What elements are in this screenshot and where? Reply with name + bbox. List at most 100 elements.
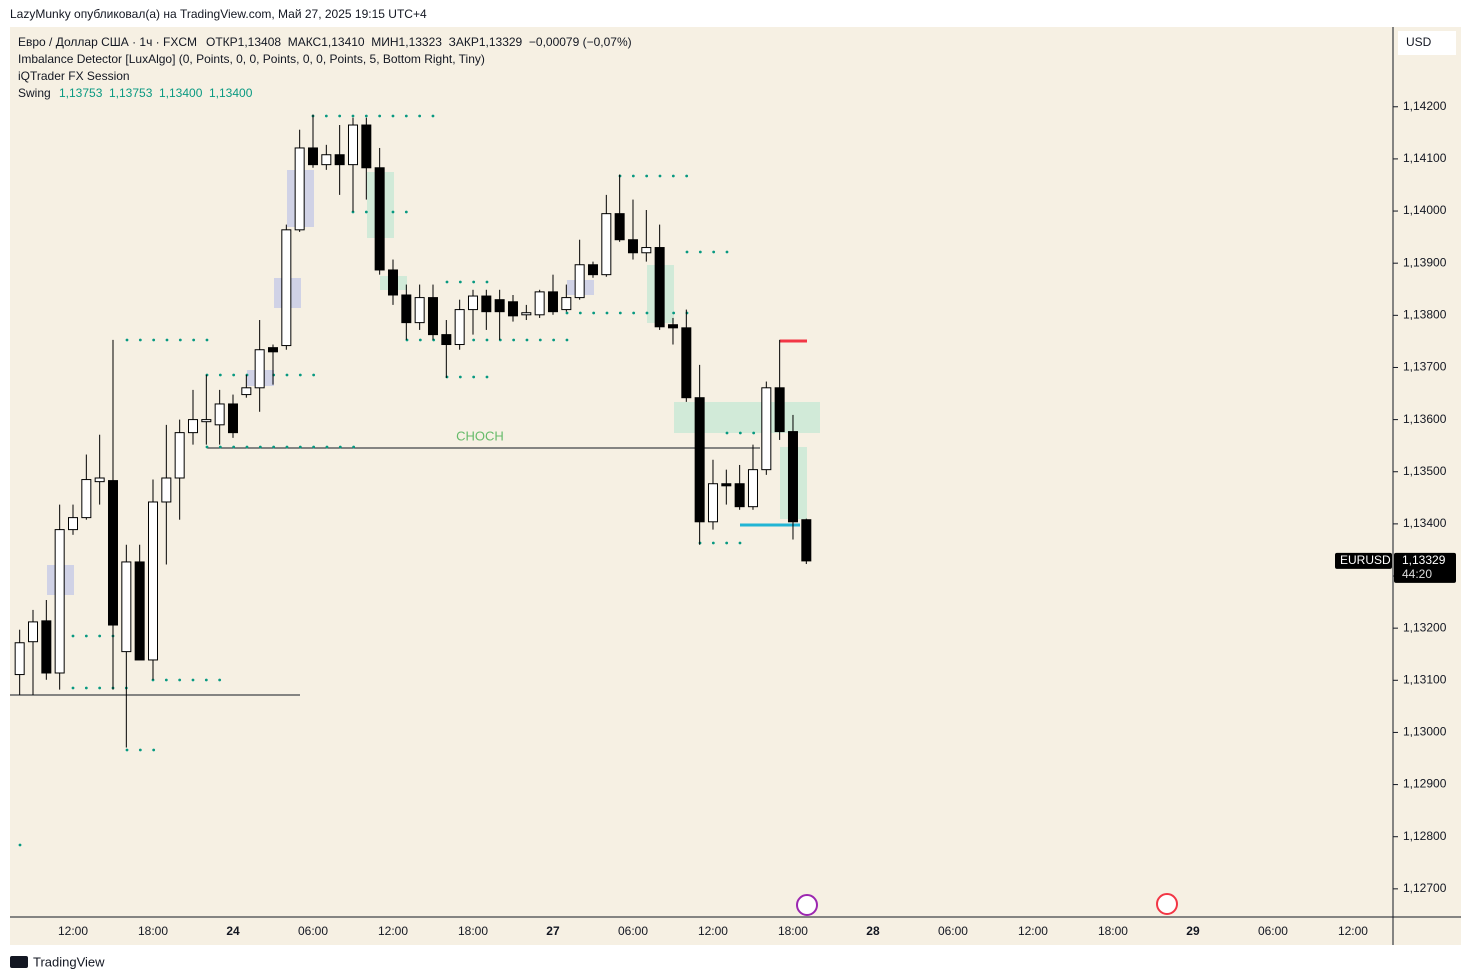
candle-body <box>547 291 558 313</box>
swing-dot <box>671 174 675 178</box>
candle-body <box>534 291 545 316</box>
y-tick-label: 1,13400 <box>1403 516 1447 530</box>
candle-body <box>761 387 772 471</box>
candle-body <box>174 432 185 479</box>
candle-body <box>54 529 65 674</box>
swing-dot <box>538 338 542 342</box>
candle-body <box>747 469 758 508</box>
swing-dot <box>404 210 408 214</box>
swing-dot <box>711 541 715 545</box>
candle-body <box>481 295 492 313</box>
candle-body <box>401 294 412 324</box>
candle-body <box>81 479 92 519</box>
candle-body <box>787 431 798 523</box>
event-icon[interactable] <box>1156 893 1178 915</box>
x-tick-label: 28 <box>866 924 880 938</box>
swing-value: 1,13400 <box>159 86 203 100</box>
candle-body <box>441 334 452 346</box>
swing-dot <box>391 210 395 214</box>
candle-body <box>334 154 345 166</box>
candle-body <box>801 519 812 562</box>
y-tick-label: 1,13700 <box>1403 360 1447 374</box>
candle-body <box>241 387 252 396</box>
candle-body <box>707 483 718 523</box>
candle-body <box>254 349 265 389</box>
candle-body <box>294 147 305 231</box>
swing-dot <box>592 311 596 315</box>
swing-dot <box>632 311 636 315</box>
swing-dot <box>685 250 689 254</box>
swing-dot <box>645 174 649 178</box>
currency-box[interactable] <box>1398 31 1456 55</box>
swing-dot <box>191 678 195 682</box>
swing-value: 1,13753 <box>59 86 103 100</box>
candle-body <box>201 419 212 423</box>
y-tick-label: 1,13000 <box>1403 725 1447 739</box>
candle-body <box>267 347 278 353</box>
candle-body <box>494 299 505 313</box>
swing-dot <box>725 541 729 545</box>
swing-dot <box>138 338 142 342</box>
legend-symbol: Евро / Доллар США · 1ч · FXCM <box>18 35 197 49</box>
swing-dot <box>738 541 742 545</box>
swing-dot <box>298 445 302 449</box>
swing-dot <box>71 686 75 690</box>
countdown: 44:20 <box>1402 567 1432 581</box>
y-tick-label: 1,14100 <box>1403 151 1447 165</box>
swing-dot <box>258 445 262 449</box>
x-tick-label: 12:00 <box>378 924 408 938</box>
event-icon[interactable] <box>796 894 818 916</box>
swing-dot <box>565 338 569 342</box>
candle-body <box>387 269 398 296</box>
candle-body <box>694 397 705 523</box>
candle-body <box>361 124 372 169</box>
candle-body <box>214 403 225 426</box>
swing-dot <box>645 311 649 315</box>
swing-dot <box>218 373 222 377</box>
candle-body <box>721 483 732 487</box>
swing-dot <box>205 445 209 449</box>
candle-body <box>667 324 678 329</box>
y-tick-label: 1,13600 <box>1403 412 1447 426</box>
swing-dot <box>218 678 222 682</box>
swing-dot <box>325 445 329 449</box>
x-tick-label: 18:00 <box>138 924 168 938</box>
swing-dot <box>151 678 155 682</box>
symbol-tag <box>1335 552 1392 569</box>
swing-dot <box>431 114 435 118</box>
swing-dot <box>312 445 316 449</box>
symbol-tag-label: EURUSD <box>1340 553 1391 567</box>
candle-body <box>347 124 358 166</box>
swing-dot <box>84 686 88 690</box>
x-tick-label: 06:00 <box>1258 924 1288 938</box>
candle-body <box>414 297 425 324</box>
swing-dot <box>152 748 156 752</box>
swing-dot <box>698 250 702 254</box>
swing-dot <box>605 311 609 315</box>
candle-body <box>774 387 785 433</box>
swing-dot <box>152 338 156 342</box>
candle-body <box>14 642 25 676</box>
logo <box>10 956 28 968</box>
swing-dot <box>18 843 22 847</box>
candle-body <box>627 239 638 254</box>
x-tick-label: 06:00 <box>298 924 328 938</box>
swing-dot <box>71 634 75 638</box>
swing-dot <box>352 445 356 449</box>
candle-body <box>187 419 198 434</box>
swing-dot <box>738 431 742 435</box>
swing-dot <box>565 311 569 315</box>
candle-body <box>681 327 692 399</box>
candle-body <box>161 477 172 503</box>
swing-dot <box>218 445 222 449</box>
swing-dot <box>512 338 516 342</box>
candle-body <box>654 247 665 328</box>
candle-body <box>227 403 238 434</box>
y-tick-label: 1,12900 <box>1403 777 1447 791</box>
swing-dot <box>485 375 489 379</box>
swing-dot <box>298 373 302 377</box>
swing-dot <box>138 748 142 752</box>
swing-dot <box>378 114 382 118</box>
